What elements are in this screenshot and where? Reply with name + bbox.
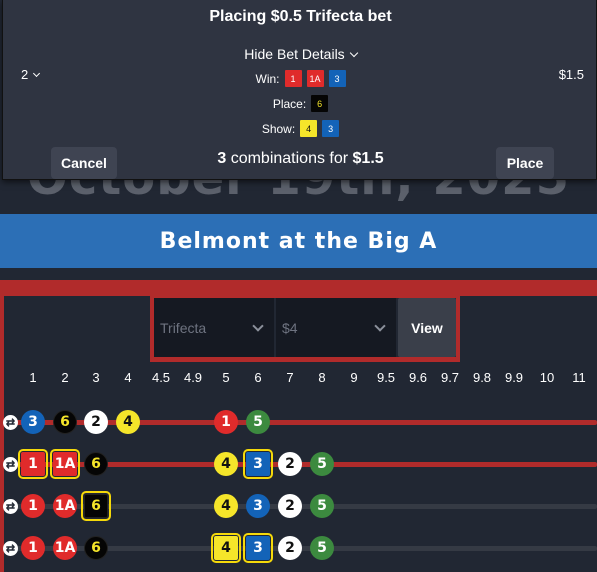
runner-chip: 6 bbox=[311, 95, 329, 112]
runner-token[interactable]: 6 bbox=[53, 410, 77, 434]
runner-token[interactable]: 4 bbox=[214, 494, 238, 518]
column-headers: 1 2 3 4 4.5 4.9 5 6 7 8 9 9.5 9.6 9.7 9.8 9.9 10 11 bbox=[0, 370, 597, 390]
cancel-button[interactable]: Cancel bbox=[51, 147, 117, 179]
swap-icon[interactable]: ⇄ bbox=[3, 541, 18, 556]
swap-icon[interactable]: ⇄ bbox=[3, 499, 18, 514]
column-header[interactable]: 6 bbox=[254, 370, 262, 385]
modal-title: Placing $0.5 Trifecta bet bbox=[209, 8, 392, 25]
place-line: Place: 6 bbox=[3, 95, 597, 112]
hide-bet-details-toggle[interactable]: Hide Bet Details bbox=[3, 46, 597, 62]
runner-token[interactable]: 1A bbox=[50, 449, 80, 479]
column-header[interactable]: 9.7 bbox=[440, 370, 460, 385]
combination-total: $1.5 bbox=[352, 150, 384, 167]
runner-token[interactable]: 5 bbox=[246, 410, 270, 434]
column-header[interactable]: 11 bbox=[572, 370, 586, 385]
runner-token[interactable]: 3 bbox=[243, 533, 273, 563]
bet-type-value: Trifecta bbox=[160, 319, 207, 336]
runner-token[interactable]: 5 bbox=[310, 494, 334, 518]
track-title: Belmont at the Big A bbox=[159, 228, 438, 254]
column-header[interactable]: 9.8 bbox=[472, 370, 492, 385]
runner-token[interactable]: 3 bbox=[21, 410, 45, 434]
column-header[interactable]: 3 bbox=[92, 370, 100, 385]
runner-chip: 1A bbox=[306, 70, 324, 87]
hide-details-label: Hide Bet Details bbox=[244, 46, 345, 62]
runner-token[interactable]: 5 bbox=[310, 536, 334, 560]
runner-token[interactable]: 3 bbox=[243, 449, 273, 479]
combination-count: 3 bbox=[217, 150, 227, 167]
track-banner: Belmont at the Big A bbox=[0, 214, 597, 268]
place-chips: 6 bbox=[311, 95, 329, 112]
bet-row: ⇄ 1 1A 6 4 3 2 5 bbox=[0, 533, 597, 563]
filter-bar: Trifecta $4 View bbox=[154, 298, 456, 357]
multiplier-value: 2 bbox=[21, 67, 29, 82]
show-label: Show: bbox=[261, 121, 296, 136]
chevron-down-icon bbox=[349, 48, 358, 58]
runner-chip: 3 bbox=[322, 120, 340, 137]
row-line bbox=[12, 420, 597, 425]
runner-chip: 3 bbox=[328, 70, 346, 87]
bet-row: ⇄ 3 6 2 4 1 5 bbox=[0, 409, 597, 435]
chevron-down-icon bbox=[252, 319, 264, 332]
runner-token[interactable]: 1 bbox=[21, 536, 45, 560]
column-header[interactable]: 9 bbox=[350, 370, 358, 385]
runner-chip: 4 bbox=[300, 120, 318, 137]
column-header[interactable]: 8 bbox=[318, 370, 326, 385]
runner-token[interactable]: 4 bbox=[214, 452, 238, 476]
column-header[interactable]: 1 bbox=[29, 370, 37, 385]
runner-token[interactable]: 6 bbox=[84, 536, 108, 560]
row-line bbox=[12, 462, 597, 467]
place-label: Place: bbox=[272, 96, 307, 111]
column-header[interactable]: 9.9 bbox=[504, 370, 524, 385]
view-button[interactable]: View bbox=[398, 298, 456, 357]
runner-token[interactable]: 2 bbox=[278, 452, 302, 476]
bet-row: ⇄ 1 1A 6 4 3 2 5 bbox=[0, 491, 597, 521]
runner-token[interactable]: 2 bbox=[278, 494, 302, 518]
combination-text: combinations for bbox=[230, 150, 349, 167]
column-header[interactable]: 9.5 bbox=[376, 370, 396, 385]
swap-icon[interactable]: ⇄ bbox=[3, 457, 18, 472]
column-header[interactable]: 5 bbox=[222, 370, 230, 385]
runner-token[interactable]: 6 bbox=[84, 452, 108, 476]
swap-icon[interactable]: ⇄ bbox=[3, 415, 18, 430]
runner-token[interactable]: 4 bbox=[211, 533, 241, 563]
row-line bbox=[12, 546, 597, 551]
multiplier-select[interactable]: 2 bbox=[21, 67, 41, 82]
column-header[interactable]: 4 bbox=[124, 370, 132, 385]
runner-token[interactable]: 1A bbox=[53, 494, 77, 518]
column-header[interactable]: 4.9 bbox=[183, 370, 203, 385]
runner-token[interactable]: 6 bbox=[81, 491, 111, 521]
amount-select[interactable]: $4 bbox=[276, 298, 396, 357]
runner-token[interactable]: 3 bbox=[246, 494, 270, 518]
win-chips: 1 1A 3 bbox=[284, 70, 346, 87]
runner-token[interactable]: 5 bbox=[310, 452, 334, 476]
runner-token[interactable]: 1 bbox=[21, 494, 45, 518]
column-header[interactable]: 9.6 bbox=[408, 370, 428, 385]
combinations-summary: 3 combinations for $1.5 bbox=[3, 150, 597, 168]
column-header[interactable]: 7 bbox=[286, 370, 294, 385]
row-line bbox=[12, 504, 597, 509]
runner-token[interactable]: 4 bbox=[116, 410, 140, 434]
runner-chip: 1 bbox=[284, 70, 302, 87]
runner-token[interactable]: 2 bbox=[84, 410, 108, 434]
runner-token[interactable]: 1 bbox=[18, 449, 48, 479]
place-button[interactable]: Place bbox=[496, 147, 554, 179]
bet-type-select[interactable]: Trifecta bbox=[154, 298, 274, 357]
chevron-down-icon bbox=[374, 319, 386, 332]
runner-token[interactable]: 1A bbox=[53, 536, 77, 560]
runner-token[interactable]: 1 bbox=[214, 410, 238, 434]
bet-row: ⇄ 1 1A 6 4 3 2 5 bbox=[0, 449, 597, 479]
win-line: Win: 1 1A 3 bbox=[3, 70, 597, 87]
column-header[interactable]: 4.5 bbox=[151, 370, 171, 385]
bet-confirmation-modal: Placing $0.5 Trifecta bet Hide Bet Detai… bbox=[2, 0, 597, 180]
column-header[interactable]: 10 bbox=[539, 370, 555, 385]
bet-cost: $1.5 bbox=[558, 67, 584, 82]
amount-value: $4 bbox=[282, 319, 298, 336]
win-label: Win: bbox=[255, 71, 280, 86]
column-header[interactable]: 2 bbox=[61, 370, 69, 385]
runner-token[interactable]: 2 bbox=[278, 536, 302, 560]
